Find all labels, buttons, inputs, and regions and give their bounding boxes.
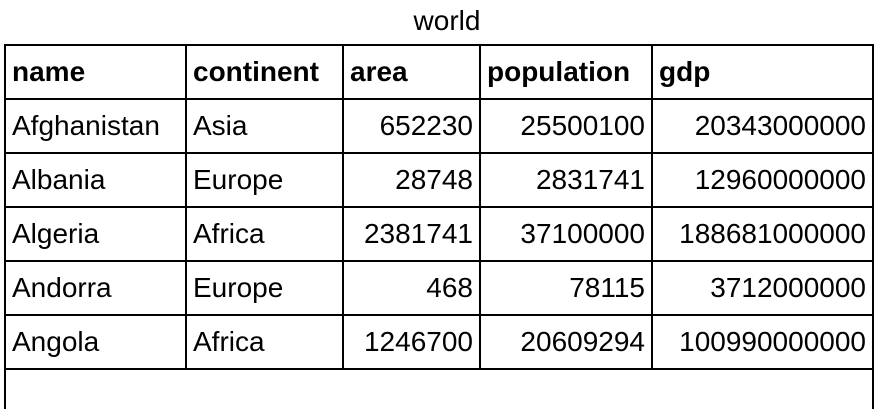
column-header-gdp[interactable]: gdp bbox=[651, 44, 874, 100]
cut-off-row bbox=[4, 368, 874, 409]
cell-name: Andorra bbox=[4, 260, 187, 316]
table-row: Algeria Africa 2381741 37100000 18868100… bbox=[4, 206, 874, 262]
cell-name: Angola bbox=[4, 314, 187, 370]
world-table: name continent area population gdp Afgha… bbox=[4, 44, 874, 409]
table-row: Andorra Europe 468 78115 3712000000 bbox=[4, 260, 874, 316]
cell-gdp: 20343000000 bbox=[651, 98, 874, 154]
cell-area: 1246700 bbox=[342, 314, 481, 370]
cell-gdp: 12960000000 bbox=[651, 152, 874, 208]
cell-continent: Europe bbox=[185, 260, 344, 316]
column-header-area[interactable]: area bbox=[342, 44, 481, 100]
cell-gdp: 100990000000 bbox=[651, 314, 874, 370]
table-row: Afghanistan Asia 652230 25500100 2034300… bbox=[4, 98, 874, 154]
cell-gdp: 188681000000 bbox=[651, 206, 874, 262]
cell-area: 28748 bbox=[342, 152, 481, 208]
cell-population: 2831741 bbox=[479, 152, 653, 208]
cell-population: 20609294 bbox=[479, 314, 653, 370]
cell-area: 2381741 bbox=[342, 206, 481, 262]
cell-gdp: 3712000000 bbox=[651, 260, 874, 316]
cell-area: 468 bbox=[342, 260, 481, 316]
cell-name: Algeria bbox=[4, 206, 187, 262]
table-row: Angola Africa 1246700 20609294 100990000… bbox=[4, 314, 874, 370]
cell-continent: Asia bbox=[185, 98, 344, 154]
cell-population: 78115 bbox=[479, 260, 653, 316]
table-caption: world bbox=[413, 5, 481, 36]
cell-population: 37100000 bbox=[479, 206, 653, 262]
cell-continent: Africa bbox=[185, 314, 344, 370]
column-header-name[interactable]: name bbox=[4, 44, 187, 100]
table-row-partial bbox=[4, 368, 874, 409]
column-header-population[interactable]: population bbox=[479, 44, 653, 100]
cell-name: Albania bbox=[4, 152, 187, 208]
header-row: name continent area population gdp bbox=[4, 44, 874, 100]
column-header-continent[interactable]: continent bbox=[185, 44, 344, 100]
cell-continent: Africa bbox=[185, 206, 344, 262]
cell-population: 25500100 bbox=[479, 98, 653, 154]
cell-area: 652230 bbox=[342, 98, 481, 154]
cell-continent: Europe bbox=[185, 152, 344, 208]
cell-name: Afghanistan bbox=[4, 98, 187, 154]
table-row: Albania Europe 28748 2831741 12960000000 bbox=[4, 152, 874, 208]
